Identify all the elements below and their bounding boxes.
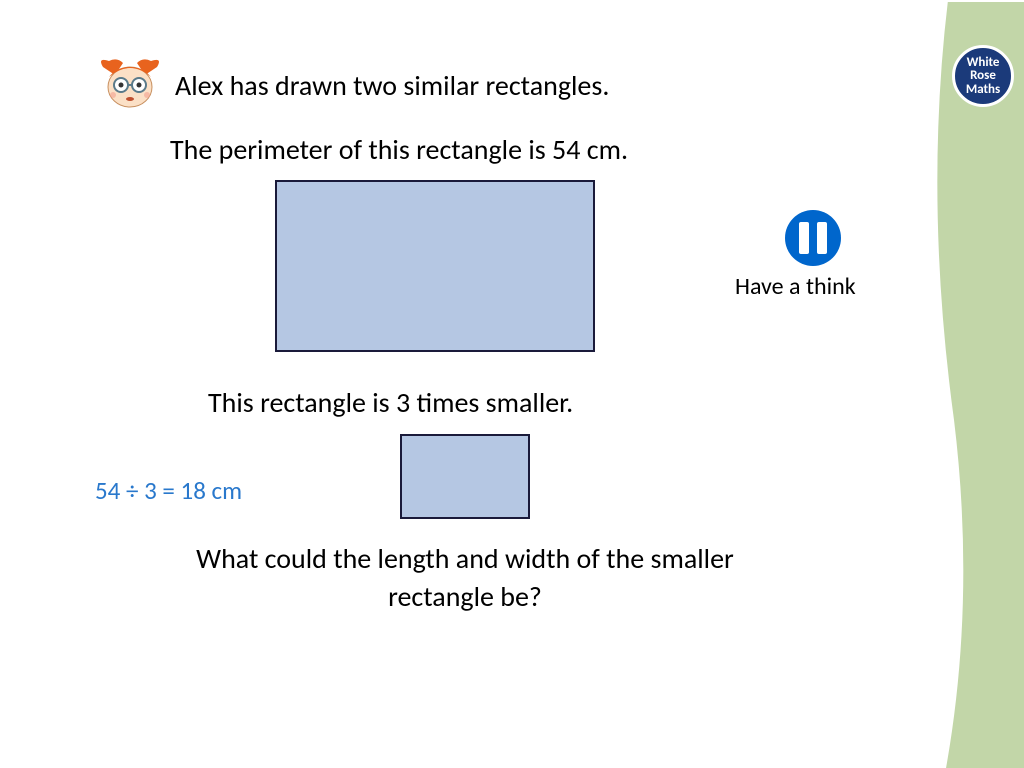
- perimeter-text: The perimeter of this rectangle is 54 cm…: [170, 132, 628, 167]
- logo-line3: Maths: [966, 83, 1000, 97]
- calculation-text: 54 ÷ 3 = 18 cm: [95, 475, 242, 506]
- logo-line1: White: [967, 56, 1000, 70]
- have-a-think-text: Have a think: [735, 272, 856, 301]
- question-text: What could the length and width of the s…: [190, 540, 740, 616]
- pause-bar-left: [799, 222, 809, 254]
- intro-text: Alex has drawn two similar rectangles.: [175, 68, 609, 103]
- brand-logo: White Rose Maths: [952, 45, 1014, 107]
- large-rectangle: [275, 180, 595, 352]
- alex-character-icon: [95, 55, 165, 110]
- smaller-rect-text: This rectangle is 3 times smaller.: [208, 385, 573, 420]
- slide-content: Alex has drawn two similar rectangles. T…: [0, 0, 910, 768]
- logo-line2: Rose: [970, 69, 996, 83]
- pause-icon[interactable]: [785, 210, 841, 266]
- sidebar-curve: [904, 0, 1024, 768]
- small-rectangle: [400, 434, 530, 519]
- pause-bar-right: [817, 222, 827, 254]
